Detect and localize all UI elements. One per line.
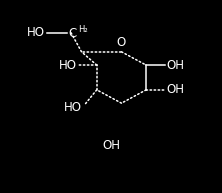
Text: HO: HO bbox=[63, 101, 81, 114]
Text: O: O bbox=[117, 36, 126, 49]
Text: H₂: H₂ bbox=[78, 25, 87, 34]
Text: C: C bbox=[68, 27, 76, 40]
Text: OH: OH bbox=[166, 83, 184, 96]
Text: OH: OH bbox=[166, 59, 184, 72]
Text: HO: HO bbox=[59, 59, 77, 72]
Text: OH: OH bbox=[102, 140, 120, 152]
Text: HO: HO bbox=[27, 26, 45, 39]
